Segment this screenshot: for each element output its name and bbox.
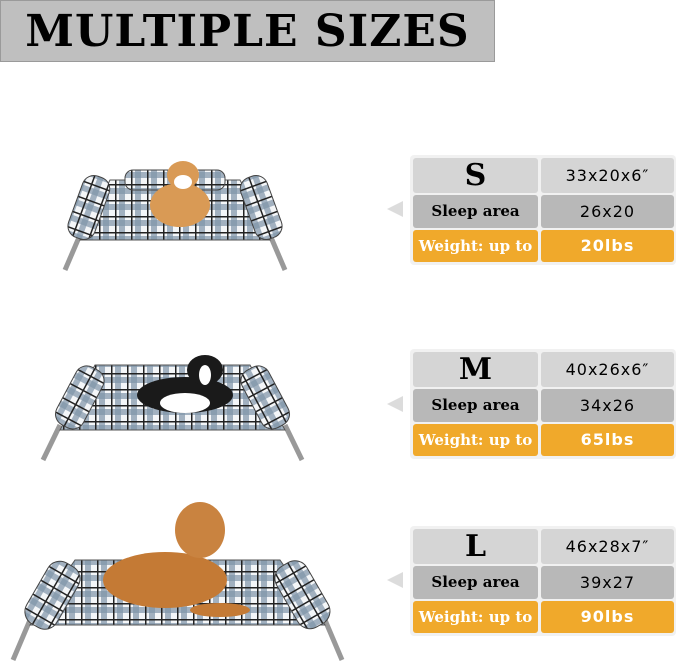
pointer-arrow-l: [387, 572, 403, 588]
sleep-label-text: Sleep area: [431, 573, 520, 592]
weight-label: Weight: up to: [413, 229, 538, 262]
size-letter: M: [458, 352, 493, 387]
sleep-area-label: Sleep area: [413, 195, 538, 228]
sleep-area: 34x26: [541, 389, 674, 422]
size-table-s: S 33x20x6″ Sleep area 26x20 Weight: up t…: [410, 155, 676, 265]
size-label: L: [413, 529, 538, 564]
size-label: M: [413, 352, 538, 387]
sleep-label-text: Sleep area: [431, 202, 520, 221]
dimensions-value: 46x28x7″: [565, 537, 650, 556]
size-label: S: [413, 158, 538, 193]
weight-label: Weight: up to: [413, 423, 538, 456]
dimensions-value: 33x20x6″: [565, 166, 650, 185]
large-bed-with-golden-retriever-image: [10, 502, 345, 661]
weight: 90lbs: [541, 600, 674, 633]
size-letter: L: [464, 529, 487, 564]
small-bed-with-corgi-image: [62, 161, 288, 271]
weight: 65lbs: [541, 423, 674, 456]
sleep-area-value: 26x20: [579, 201, 636, 221]
weight: 20lbs: [541, 229, 674, 262]
sleep-area-label: Sleep area: [413, 389, 538, 422]
weight-value: 20lbs: [580, 236, 635, 256]
dimensions: 40x26x6″: [541, 352, 674, 387]
weight-label-text: Weight: up to: [418, 430, 533, 449]
title-banner: MULTIPLE SIZES: [0, 0, 495, 62]
sleep-area: 39x27: [541, 566, 674, 599]
size-letter: S: [464, 158, 487, 193]
size-table-l: L 46x28x7″ Sleep area 39x27 Weight: up t…: [410, 526, 676, 636]
dimensions: 33x20x6″: [541, 158, 674, 193]
weight-value: 90lbs: [580, 607, 635, 627]
weight-label-text: Weight: up to: [418, 607, 533, 626]
weight-label-text: Weight: up to: [418, 236, 533, 255]
sleep-area-value: 39x27: [579, 572, 636, 592]
weight-value: 65lbs: [580, 430, 635, 450]
dimensions: 46x28x7″: [541, 529, 674, 564]
pointer-arrow-s: [387, 201, 403, 217]
sleep-area-value: 34x26: [579, 395, 636, 415]
size-table-m: M 40x26x6″ Sleep area 34x26 Weight: up t…: [410, 349, 676, 459]
sleep-area: 26x20: [541, 195, 674, 228]
pointer-arrow-m: [387, 396, 403, 412]
sleep-label-text: Sleep area: [431, 396, 520, 415]
medium-bed-with-border-collie-image: [40, 355, 305, 462]
dimensions-value: 40x26x6″: [565, 360, 650, 379]
weight-label: Weight: up to: [413, 600, 538, 633]
title: MULTIPLE SIZES: [25, 5, 470, 57]
sleep-area-label: Sleep area: [413, 566, 538, 599]
